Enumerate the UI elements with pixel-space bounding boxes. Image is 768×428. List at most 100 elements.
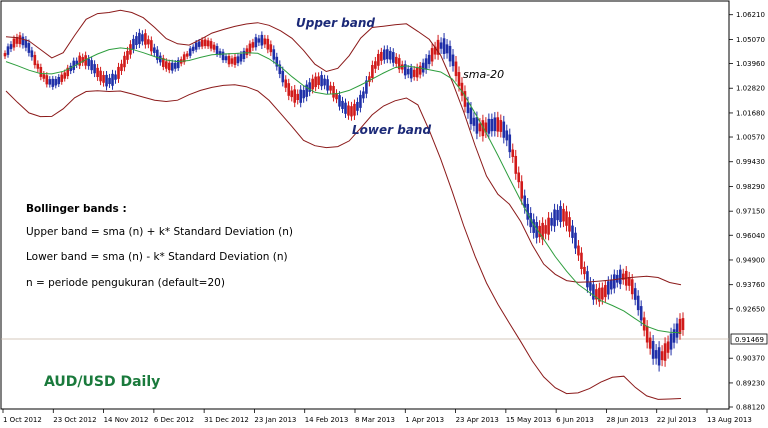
candle: [45, 72, 49, 88]
candle: [556, 204, 559, 226]
candle: [663, 337, 667, 367]
candle: [296, 89, 300, 105]
notes-period: n = periode pengukuran (default=20): [26, 277, 225, 289]
candle: [595, 283, 598, 305]
candle: [197, 38, 201, 50]
candle: [102, 71, 105, 87]
candle: [523, 189, 527, 214]
candle: [326, 75, 329, 95]
candle: [99, 66, 102, 86]
price-tick-label: 1.05070: [736, 36, 765, 44]
candle: [660, 345, 664, 367]
candle: [15, 33, 19, 48]
candle: [388, 47, 392, 64]
price-tick-label: 0.94900: [736, 256, 765, 264]
upper-band-line: [5, 9, 682, 286]
date-tick-label: 28 Jun 2013: [606, 416, 648, 424]
date-tick-label: 1 Oct 2012: [3, 416, 42, 424]
current-price-tag: 0.91469: [730, 333, 768, 345]
candle: [571, 219, 574, 244]
candle: [657, 341, 661, 372]
candle: [57, 74, 61, 87]
candle: [78, 52, 81, 70]
current-price-value: 0.91469: [735, 336, 764, 344]
candle: [642, 311, 646, 337]
candle: [224, 53, 228, 64]
candle: [418, 61, 422, 79]
candle: [30, 46, 34, 61]
candle: [678, 313, 682, 340]
date-tick-label: 23 Oct 2012: [53, 416, 96, 424]
candle: [490, 113, 494, 137]
candle: [90, 56, 93, 74]
candle: [287, 78, 291, 101]
candle: [442, 33, 446, 60]
candle: [350, 101, 353, 121]
date-tick-label: 22 Jul 2013: [657, 416, 697, 424]
candle: [284, 75, 288, 92]
candle: [439, 37, 443, 54]
candle: [269, 40, 273, 56]
candle: [33, 51, 37, 69]
candle: [290, 86, 294, 102]
candle: [544, 219, 547, 240]
candle: [278, 60, 282, 79]
candle: [308, 78, 311, 97]
price-tick-label: 1.03960: [736, 60, 765, 68]
date-tick-label: 1 Apr 2013: [405, 416, 444, 424]
candle: [424, 54, 428, 74]
candle: [621, 268, 625, 285]
candle: [332, 82, 335, 102]
candle: [335, 89, 338, 104]
price-tick-label: 0.89230: [736, 379, 765, 387]
candle: [24, 36, 28, 52]
candle: [320, 71, 323, 91]
date-tick-label: 14 Feb 2013: [305, 416, 349, 424]
candle: [126, 46, 129, 64]
candle: [353, 99, 356, 120]
candle: [87, 54, 90, 70]
candle: [281, 66, 285, 87]
candle: [613, 269, 616, 294]
candle: [502, 115, 506, 144]
date-tick-label: 31 Dec 2012: [204, 416, 249, 424]
candle: [675, 317, 679, 344]
candle: [487, 113, 491, 140]
candle: [254, 33, 258, 51]
candle: [218, 48, 222, 58]
candle: [317, 72, 320, 90]
candle: [153, 43, 156, 57]
candle: [374, 56, 377, 74]
candle: [60, 71, 64, 85]
candle: [120, 59, 123, 76]
candle: [681, 312, 685, 336]
candle: [496, 111, 500, 138]
candle: [368, 71, 371, 87]
candle: [3, 50, 7, 60]
candle: [111, 69, 114, 90]
candle: [209, 38, 213, 52]
date-tick-label: 6 Jun 2013: [556, 416, 594, 424]
candle: [66, 64, 70, 80]
candle: [54, 76, 58, 89]
candle: [356, 97, 359, 116]
candle: [248, 40, 252, 57]
candle: [302, 85, 305, 103]
candle: [383, 45, 386, 64]
candle: [547, 212, 550, 241]
bollinger-notes: Bollinger bands : Upper band = sma (n) +…: [26, 203, 293, 289]
candle: [639, 300, 643, 327]
candle: [147, 35, 150, 49]
candle: [550, 212, 553, 232]
candle: [114, 70, 117, 84]
candle: [406, 65, 410, 79]
candle: [386, 45, 389, 64]
candle: [173, 59, 177, 72]
candle: [93, 60, 96, 78]
candle: [451, 49, 455, 72]
candle: [81, 53, 84, 67]
price-tick-label: 1.06210: [736, 11, 765, 19]
candle: [666, 335, 670, 359]
candle: [481, 114, 485, 142]
price-tick-label: 0.97150: [736, 208, 765, 216]
